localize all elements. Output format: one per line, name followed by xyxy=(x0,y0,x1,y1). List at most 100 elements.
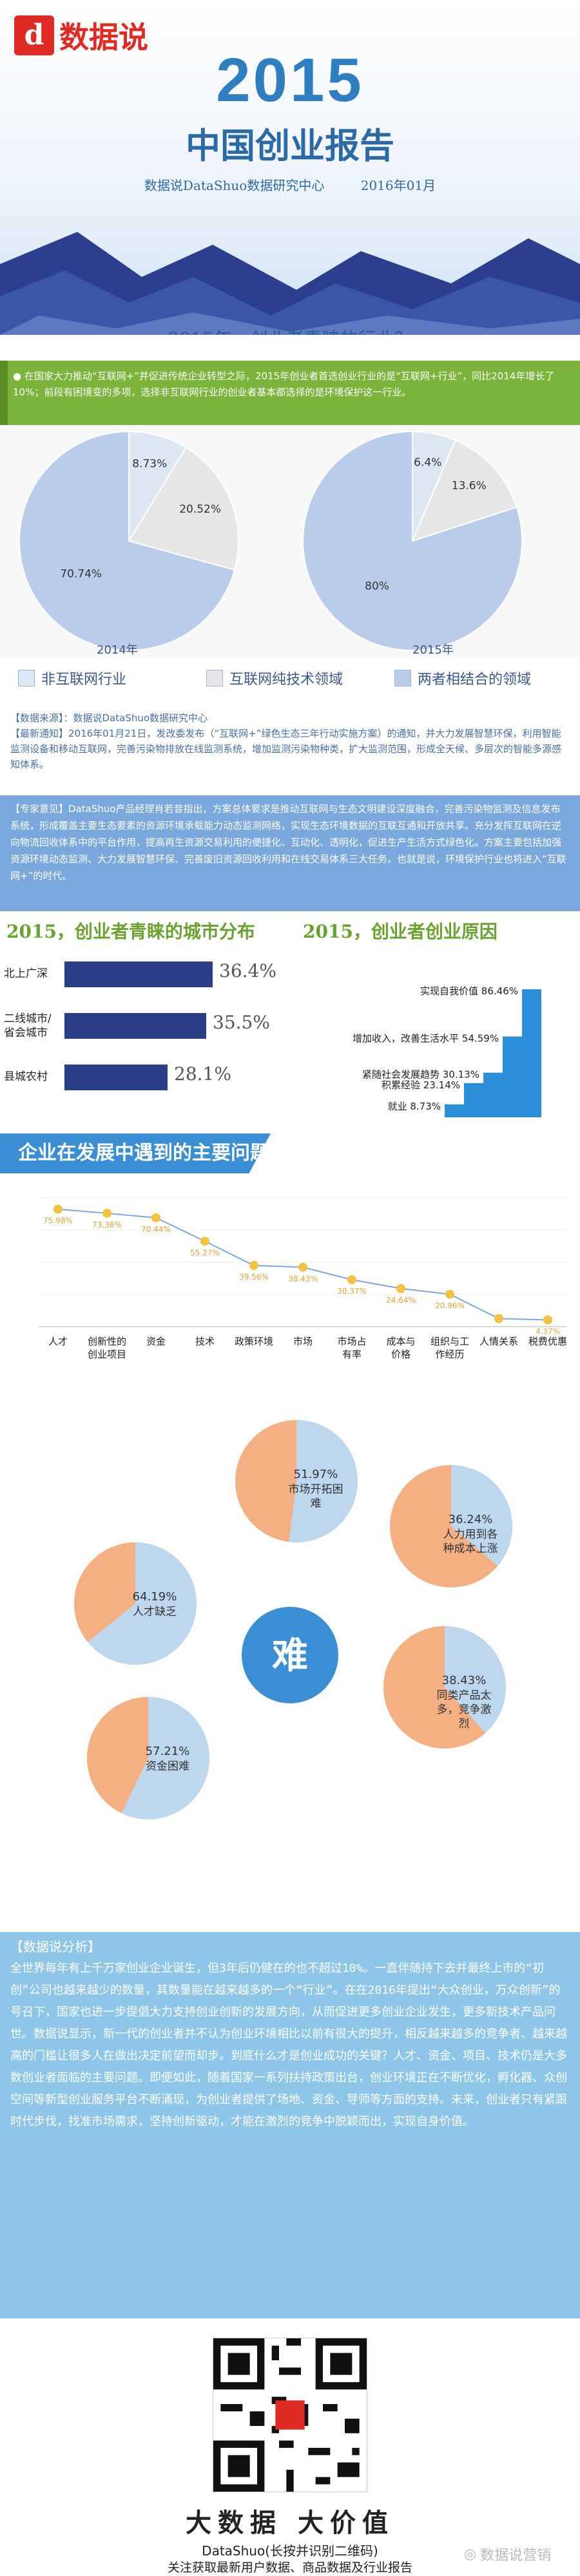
diff-cat-4-0: 人才缺乏 xyxy=(133,1605,177,1618)
problem-cat-6-1: 有率 xyxy=(342,1349,362,1360)
intro-text: ● 在国家大力推动“互联网+”并促进传统企业转型之际，2015年创业者首选创业行… xyxy=(13,370,555,398)
mountain-illustration xyxy=(0,232,580,335)
legend-year-2014: 2014年 xyxy=(97,643,138,657)
report-subtitle: 数据说DataShuo数据研究中心 2016年01月 xyxy=(0,175,580,194)
hero-banner: d 数据说 2015 中国创业报告 数据说DataShuo数据研究中心 2016… xyxy=(0,0,580,335)
problem-cat-4-0: 政策环境 xyxy=(235,1336,273,1347)
problem-point-4 xyxy=(249,1261,258,1271)
diff-value-0: 51.97% xyxy=(294,1468,338,1481)
pie-label-1-1: 13.6% xyxy=(452,480,487,493)
source-notice: 【最新通知】2016年01月21日，发改委发布（“互联网+”绿色生态三年行动实施… xyxy=(10,728,562,770)
problem-point-9 xyxy=(494,1314,503,1323)
city-label-1: 二线城市/省会城市 xyxy=(4,1012,52,1039)
problem-cat-8-1: 作经历 xyxy=(435,1349,464,1360)
expert-text: 【专家意见】DataShuo产品经理肖若昔指出，方案总体要求是推动互联网与生态文… xyxy=(10,803,566,882)
problem-cat-7-0: 成本与 xyxy=(386,1336,415,1347)
reason-bar-3 xyxy=(464,1083,483,1117)
pie-label-1-2: 80% xyxy=(365,580,389,593)
pie-slice-0-2 xyxy=(19,430,236,651)
reason-bar-1 xyxy=(503,1036,522,1117)
subtitle-date: 2016年01月 xyxy=(360,178,436,193)
source-box: 【数据来源】：数据说DataShuo数据研究中心 【最新通知】2016年01月2… xyxy=(0,705,580,911)
analysis-body: 全世界每年有上千万家创业企业诞生，但3年后仍健在的也不超过10%。一直伴随持下去… xyxy=(10,1962,567,2128)
problem-point-7 xyxy=(396,1283,405,1293)
problem-value-5: 38.43% xyxy=(288,1274,318,1283)
pie-slice-0-0 xyxy=(128,430,188,544)
reason-bar-0 xyxy=(522,989,541,1117)
city-label-2: 县城农村 xyxy=(4,1070,48,1083)
city-label-0: 北上广深 xyxy=(4,967,48,980)
diff-cat-2-1: 多，竞争激 xyxy=(437,1703,492,1716)
reason-label-2: 紧随社会发展趋势 30.13% xyxy=(362,1069,479,1081)
diff-cat-2-2: 烈 xyxy=(459,1718,470,1730)
footer-desc: 关注获取最新用户数据、商品数据及行业报告 xyxy=(167,2561,412,2575)
diff-pie-slice-3 xyxy=(121,1697,209,1819)
center-circle xyxy=(242,1607,338,1703)
expert-box: 【专家意见】DataShuo产品经理肖若昔指出，方案总体要求是推动互联网与生态文… xyxy=(0,795,580,911)
wechat-watermark: ◎ 数据说营销 xyxy=(464,2546,552,2564)
logo: d 数据说 xyxy=(14,14,148,57)
intro-box: ● 在国家大力推动“互联网+”并促进传统企业转型之际，2015年创业者首选创业行… xyxy=(0,361,580,425)
problem-cat-0-0: 人才 xyxy=(48,1336,68,1347)
problem-point-6 xyxy=(347,1275,356,1285)
footer-brand: DataShuo(长按并识别二维码) xyxy=(202,2543,378,2559)
problem-cat-6-0: 市场占 xyxy=(337,1336,366,1347)
city-chart: 北上广深 36.4% 二线城市/省会城市 35.5% 县城农村 28.1% xyxy=(0,943,290,1124)
problem-cat-1-1: 创业项目 xyxy=(88,1349,126,1360)
problem-point-0 xyxy=(53,1204,63,1214)
diff-value-4: 64.19% xyxy=(133,1590,177,1604)
problem-cat-8-0: 组织与工 xyxy=(430,1336,469,1347)
problem-point-10 xyxy=(543,1315,552,1325)
diff-value-3: 57.21% xyxy=(146,1745,190,1758)
city-value-0: 36.4% xyxy=(219,960,276,981)
problem-value-1: 73.36% xyxy=(92,1220,122,1229)
report-year: 2015 xyxy=(216,46,364,115)
diff-cat-1-0: 人力用到各 xyxy=(443,1528,498,1541)
diff-cat-1-1: 种成本上涨 xyxy=(443,1542,498,1555)
diff-cat-3-0: 资金困难 xyxy=(146,1760,189,1773)
question-title: 2015年，创业者青睐的行业？ xyxy=(0,325,580,335)
diff-pie-slice-4 xyxy=(88,1542,197,1665)
qr-code[interactable] xyxy=(213,2338,367,2492)
problem-cat-3-0: 技术 xyxy=(195,1336,215,1347)
reason-chart: 实现自我价值 86.46% 增加收入，改善生活水平 54.59% 紧随社会发展趋势 … xyxy=(353,985,541,1117)
problem-value-10: 4.37% xyxy=(536,1327,560,1336)
city-value-1: 35.5% xyxy=(213,1012,270,1033)
problem-cat-1-0: 创新性的 xyxy=(88,1336,126,1347)
diff-cat-0-1: 难 xyxy=(311,1497,322,1510)
legend-item-1: 互联网纯技术领域 xyxy=(206,668,343,688)
diff-pie-slice-1 xyxy=(451,1465,512,1566)
reason-bar-2 xyxy=(483,1072,503,1117)
problem-point-5 xyxy=(298,1262,307,1272)
problem-cat-7-1: 价格 xyxy=(391,1349,411,1360)
reason-bar-4 xyxy=(445,1104,464,1117)
problem-cat-2-0: 资金 xyxy=(146,1336,166,1347)
problem-cat-5-0: 市场 xyxy=(293,1336,313,1347)
diff-value-1: 36.24% xyxy=(449,1513,493,1526)
city-section-title: 2015，创业者青睐的城市分布 xyxy=(6,921,255,942)
problem-cat-10-0: 税费优惠 xyxy=(528,1336,567,1347)
city-bar-2 xyxy=(64,1065,168,1090)
pie-slice-1-1 xyxy=(411,439,517,542)
reason-label-3: 积累经验 23.14% xyxy=(382,1079,460,1091)
diff-pie-slice-2 xyxy=(445,1626,507,1733)
pie-slice-1-2 xyxy=(302,430,523,651)
diff-value-2: 38.43% xyxy=(442,1674,487,1687)
logo-text: 数据说 xyxy=(59,20,148,55)
city-bar-0 xyxy=(64,961,213,987)
source-label: 【数据来源】：数据说DataShuo数据研究中心 xyxy=(10,712,208,724)
analysis-box: 【数据说分析】 全世界每年有上千万家创业企业诞生，但3年后仍健在的也不超过10%… xyxy=(0,1932,580,2318)
reason-label-0: 实现自我价值 86.46% xyxy=(420,985,518,997)
problem-value-7: 24.64% xyxy=(386,1296,416,1305)
pie-legend: 非互联网行业 互联网纯技术领域 两者相结合的领域 2014年 2015年 xyxy=(0,643,580,692)
reason-section-title: 2015，创业者创业原因 xyxy=(303,921,498,942)
diff-pie-slice-0 xyxy=(289,1420,358,1542)
pies-chart: 8.73% 20.52% 70.74% 6.4% 13.6% 80% xyxy=(19,430,523,651)
problem-cat-9-0: 人情关系 xyxy=(479,1336,518,1347)
report-title: 中国创业报告 xyxy=(186,125,394,166)
city-bar-1 xyxy=(64,1013,206,1039)
slogan: 大数据 大价值 xyxy=(186,2508,394,2538)
problem-value-6: 30.37% xyxy=(337,1287,367,1296)
